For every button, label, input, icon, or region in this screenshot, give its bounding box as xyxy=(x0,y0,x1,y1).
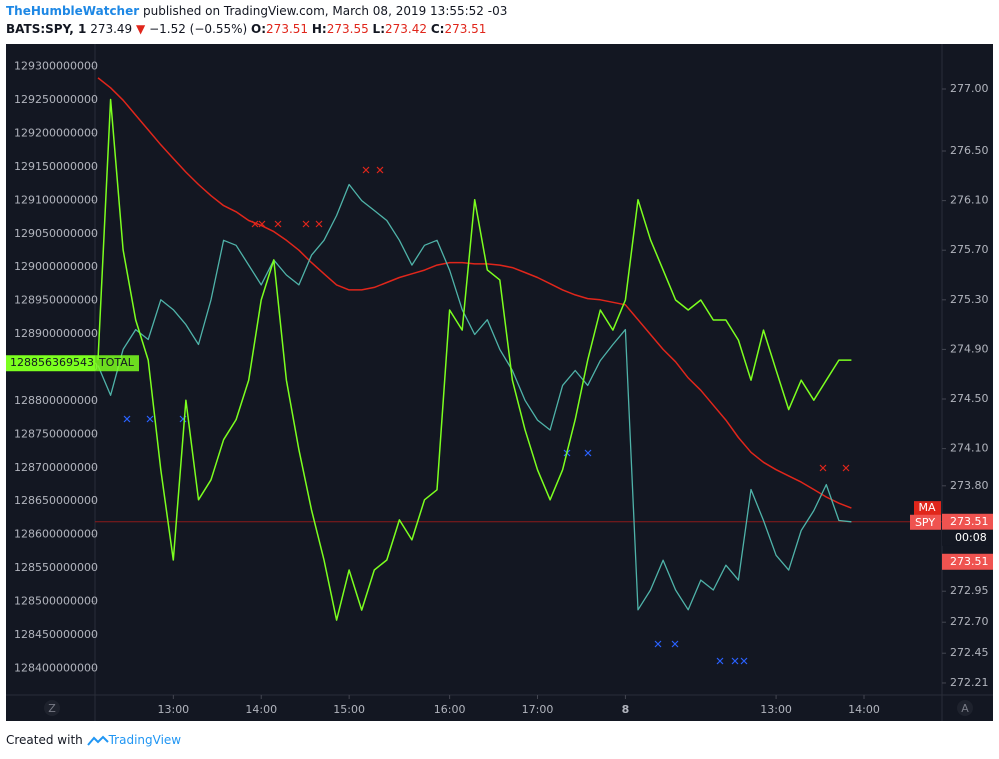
y2-tick-label: 272.70 xyxy=(950,615,989,628)
spy-name-tag xyxy=(910,514,941,530)
close-value: 273.51 xyxy=(950,555,989,568)
spy-price: 273.51 xyxy=(950,515,989,528)
total-value: 128856369543 xyxy=(10,356,94,369)
ohlc-label: O: xyxy=(251,22,267,36)
header-line-1: TheHumbleWatcher published on TradingVie… xyxy=(6,4,507,18)
y-tick-label: 129250000000 xyxy=(14,93,98,106)
chart: Z A 129300000000 129250000000 129200000000… xyxy=(6,44,993,721)
y-tick-label: 128750000000 xyxy=(14,427,98,440)
series-line xyxy=(97,98,852,621)
countdown-tag xyxy=(942,529,993,546)
x-tick-label: 13:00 xyxy=(760,703,792,716)
y2-tick-label: 276.10 xyxy=(950,194,989,207)
footer-brand[interactable]: TradingView xyxy=(108,733,182,747)
y2-tick-label: 275.70 xyxy=(950,243,989,256)
y-tick-label: 128500000000 xyxy=(14,594,98,607)
series-line xyxy=(97,77,852,509)
spy-name: SPY xyxy=(915,516,935,529)
y-tick-label: 128800000000 xyxy=(14,394,98,407)
y-tick-label: 129050000000 xyxy=(14,227,98,240)
y-tick-label: 129300000000 xyxy=(14,60,98,73)
total-name: TOTAL xyxy=(98,356,135,369)
last-price: 273.49 xyxy=(90,22,133,36)
y2-tick-label: 272.45 xyxy=(950,646,989,659)
y-tick-label: 128550000000 xyxy=(14,561,98,574)
total-name-tag xyxy=(95,355,139,372)
y-tick-label: 128400000000 xyxy=(14,661,98,674)
scale-button-label[interactable]: Z xyxy=(48,702,56,715)
series-line xyxy=(97,183,852,611)
y-tick-label: 129150000000 xyxy=(14,160,98,173)
y2-tick-label: 276.50 xyxy=(950,144,989,157)
y2-tick-label: 275.30 xyxy=(950,293,989,306)
ohlc-value: 273.42 xyxy=(385,22,427,36)
sell-signals xyxy=(251,166,850,472)
ohlc-label: H: xyxy=(311,22,327,36)
x-tick-label: 15:00 xyxy=(333,703,365,716)
x-tick-label: 14:00 xyxy=(848,703,880,716)
y-tick-label: 128950000000 xyxy=(14,294,98,307)
y-tick-label: 129100000000 xyxy=(14,193,98,206)
countdown: 00:08 xyxy=(955,531,987,544)
y-tick-label: 128450000000 xyxy=(14,628,98,641)
auto-button[interactable] xyxy=(957,700,973,716)
x-tick-label: 16:00 xyxy=(434,703,466,716)
y2-tick-label: 274.10 xyxy=(950,442,989,455)
x-tick-label: 13:00 xyxy=(157,703,189,716)
ma-name-tag xyxy=(914,501,941,516)
symbol: BATS:SPY, 1 xyxy=(6,22,87,36)
ohlc-label: L: xyxy=(372,22,385,36)
y2-tick-label: 277.00 xyxy=(950,82,989,95)
x-tick-label: 8 xyxy=(622,703,630,716)
footer: Created with TradingView xyxy=(6,733,181,747)
y-tick-label: 128600000000 xyxy=(14,528,98,541)
auto-button-label[interactable]: A xyxy=(961,702,969,715)
y2-tick-label: 274.50 xyxy=(950,392,989,405)
ohlc-value: 273.51 xyxy=(266,22,309,36)
ohlc-value: 273.55 xyxy=(326,22,369,36)
y2-tick-label: 272.21 xyxy=(950,676,989,689)
y-tick-label: 129200000000 xyxy=(14,127,98,140)
published: published on TradingView.com, March 08, … xyxy=(142,4,508,18)
x-tick-label: 17:00 xyxy=(522,703,554,716)
y-tick-label: 128650000000 xyxy=(14,494,98,507)
ohlc-value: 273.51 xyxy=(444,22,487,36)
tv-logo xyxy=(86,735,109,746)
total-value-tag xyxy=(6,355,95,372)
ma-name: MA xyxy=(918,501,935,514)
header-line-2: BATS:SPY, 1 273.49 ▼ −1.52 (−0.55%) O:27… xyxy=(6,22,486,36)
spy-price-tag xyxy=(942,513,993,530)
y-tick-label: 128700000000 xyxy=(14,461,98,474)
y-tick-label: 129000000000 xyxy=(14,260,98,273)
change: −1.52 (−0.55%) xyxy=(149,22,248,36)
chart-background xyxy=(6,44,993,721)
x-tick-label: 14:00 xyxy=(245,703,277,716)
change-arrow: ▼ xyxy=(136,22,146,36)
author[interactable]: TheHumbleWatcher xyxy=(6,4,140,18)
footer-text: Created with xyxy=(6,733,83,747)
scale-button[interactable] xyxy=(44,700,60,716)
y2-tick-label: 272.95 xyxy=(950,584,989,597)
y2-tick-label: 273.80 xyxy=(950,479,989,492)
y-tick-label: 128900000000 xyxy=(14,327,98,340)
ohlc-label: C: xyxy=(430,22,445,36)
y2-tick-label: 274.90 xyxy=(950,342,989,355)
close-tag xyxy=(942,553,993,570)
